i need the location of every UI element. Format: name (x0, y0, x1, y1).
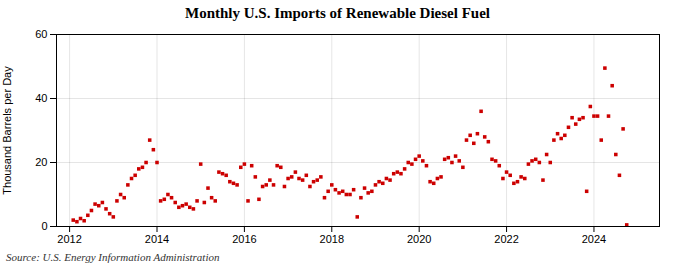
html-text:Monthly U.S. Imports of Renewa: Monthly U.S. Imports of Renewable Diesel… (185, 5, 490, 21)
svg-text:20: 20 (35, 156, 47, 168)
svg-text:40: 40 (35, 92, 47, 104)
svg-text:0: 0 (41, 220, 47, 232)
svg-text:60: 60 (35, 28, 47, 40)
svg-text:2014: 2014 (145, 233, 169, 245)
svg-text:2012: 2012 (57, 233, 81, 245)
svg-text:2016: 2016 (232, 233, 256, 245)
svg-text:2020: 2020 (407, 233, 431, 245)
svg-text:2018: 2018 (320, 233, 344, 245)
svg-text:2024: 2024 (582, 233, 606, 245)
html-text:Source: U.S. Energy Informatio: Source: U.S. Energy Information Administ… (6, 251, 220, 263)
svg-text:Thousand Barrels per Day: Thousand Barrels per Day (1, 66, 13, 195)
svg-text:2022: 2022 (494, 233, 518, 245)
